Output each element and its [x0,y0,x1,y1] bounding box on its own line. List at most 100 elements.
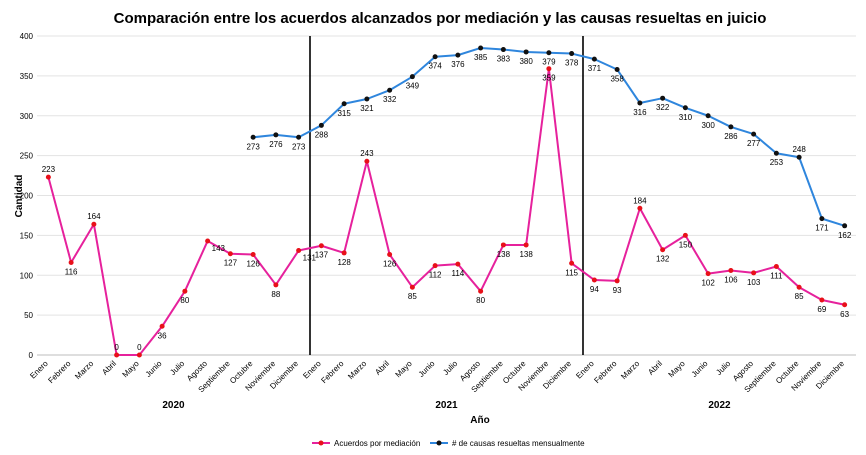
data-label: 273 [292,142,306,151]
year-label: 2021 [435,400,458,411]
x-tick-label: Marzo [619,359,641,381]
data-point [728,124,734,130]
legend-marker [318,440,324,446]
data-point [250,252,256,258]
x-tick-label: Julio [714,359,732,377]
data-point [773,263,779,269]
data-point [296,134,302,140]
data-point [523,49,529,55]
data-point [387,87,393,93]
data-label: 164 [87,212,101,221]
data-label: 0 [114,343,119,352]
x-tick-label: Marzo [346,359,368,381]
data-label: 138 [497,250,511,259]
data-point [819,297,825,303]
data-point [523,242,529,248]
data-point [660,247,666,253]
y-axis-title: Cantidad [14,175,25,218]
data-label: 88 [271,290,280,299]
data-label: 332 [383,95,397,104]
data-point [660,95,666,101]
data-label: 385 [474,53,488,62]
data-label: 131 [303,254,317,263]
y-tick-label: 300 [20,112,34,121]
data-point [500,242,506,248]
data-point [705,271,711,277]
year-dividers [309,36,584,355]
data-label: 277 [747,139,761,148]
legend-label: # de causas resueltas mensualmente [452,439,585,448]
data-point [387,252,393,258]
data-label: 349 [406,82,420,91]
data-label: 80 [476,296,485,305]
data-label: 248 [792,145,806,154]
chart-title: Comparación entre los acuerdos alcanzado… [114,10,767,27]
data-point [591,277,597,283]
data-label: 115 [565,268,578,277]
x-tick-label: Junio [417,359,437,379]
data-point [364,158,370,164]
data-point [341,101,347,107]
data-point [68,259,74,265]
x-tick-label: Junio [144,359,164,379]
data-label: 150 [679,240,693,249]
data-label: 253 [770,158,784,167]
data-label: 137 [315,251,329,260]
data-label: 288 [315,130,329,139]
data-label: 126 [383,260,397,269]
data-label: 378 [565,59,579,68]
legend-label: Acuerdos por mediación [334,439,420,448]
data-label: 374 [428,62,442,71]
data-point [842,223,848,229]
y-axis: 0 50 100 150 200 250 300 350 400 [20,32,34,360]
data-label: 371 [588,64,602,73]
data-point [159,323,165,329]
data-label: 85 [795,292,804,301]
x-tick-label: Abril [373,359,391,377]
grid [37,35,856,356]
data-point [842,302,848,308]
series-points [45,45,848,358]
data-point [728,267,734,273]
data-label: 322 [656,103,670,112]
data-point [341,250,347,256]
data-point [45,174,51,180]
data-label: 223 [42,165,56,174]
data-point [136,352,142,358]
x-axis-title: Año [470,415,489,426]
data-label: 138 [519,250,533,259]
y-tick-label: 150 [20,231,34,240]
data-label: 80 [180,296,189,305]
data-point [478,288,484,294]
data-label: 127 [224,259,238,268]
data-label: 380 [519,57,533,66]
data-point [546,50,552,56]
data-label: 310 [679,113,693,122]
y-tick-label: 250 [20,152,34,161]
data-point [591,56,597,62]
data-label: 321 [360,104,374,113]
data-label: 94 [590,285,599,294]
data-point [500,47,506,53]
data-point [614,278,620,284]
x-tick-label: Junio [690,359,710,379]
x-tick-label: Mayo [394,359,415,380]
data-point [205,238,211,244]
data-label: 300 [701,121,715,130]
data-label: 359 [542,74,556,83]
data-point [409,284,415,290]
data-point [432,263,438,269]
data-label: 286 [724,132,738,141]
y-tick-label: 100 [20,271,34,280]
data-point [819,216,825,222]
data-point [182,288,188,294]
data-label: 379 [542,58,556,67]
x-tick-label: Mayo [667,359,688,380]
data-label: 0 [137,343,142,352]
data-label: 162 [838,231,852,240]
y-tick-label: 0 [29,351,34,360]
data-point [682,105,688,111]
data-point [91,221,97,227]
